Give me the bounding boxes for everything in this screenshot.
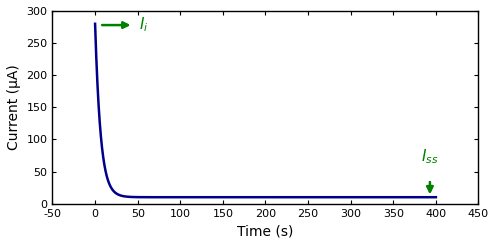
Y-axis label: Current (μA): Current (μA)	[7, 64, 21, 150]
Text: $\mathit{I}_{ss}$: $\mathit{I}_{ss}$	[421, 148, 438, 166]
Text: $\mathit{I}_i$: $\mathit{I}_i$	[139, 16, 149, 35]
X-axis label: Time (s): Time (s)	[237, 224, 294, 238]
